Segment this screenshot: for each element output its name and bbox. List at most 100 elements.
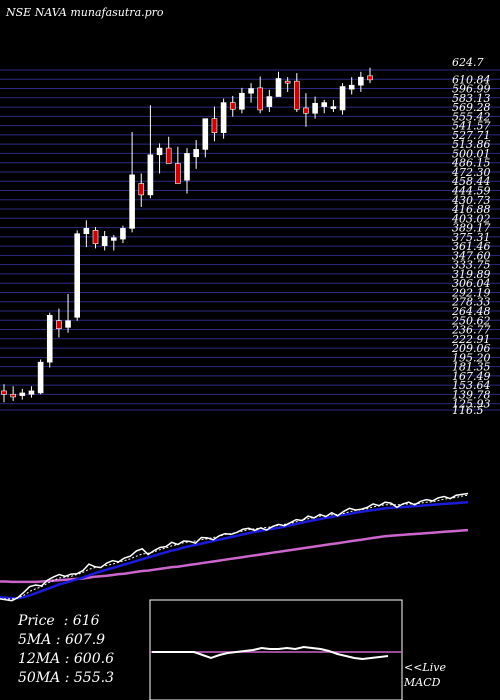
candle: [321, 99, 328, 114]
price-level-label: 319.89: [452, 268, 491, 281]
candle: [111, 235, 117, 251]
price-level-label: 583.13: [452, 92, 491, 105]
price-level-label: 500.01: [452, 147, 491, 160]
price-level-label: 375.31: [452, 231, 491, 244]
stat-5ma: 5MA : 607.9: [18, 632, 106, 648]
price-level-label: 195.20: [452, 351, 491, 364]
stats-box: Price : 616 5MA : 607.9 12MA : 600.6 50M…: [18, 612, 114, 688]
candle: [257, 76, 264, 114]
candle-body: [28, 390, 35, 395]
price-level-label: 624.7: [452, 56, 484, 69]
candle-body: [74, 233, 80, 318]
price-level-label: 250.62: [451, 314, 491, 327]
stat-price: Price : 616: [18, 613, 100, 629]
candle-body: [56, 320, 62, 330]
candle-body: [321, 102, 328, 107]
price-level-label: 153.64: [452, 379, 491, 392]
candle-body: [37, 361, 44, 394]
candle-body: [330, 106, 337, 109]
macd-panel: [149, 599, 403, 700]
price-level-label: 333.75: [452, 259, 491, 272]
candle: [65, 293, 71, 333]
candlesticks: [1, 67, 373, 403]
candle-body: [1, 390, 7, 395]
price-level-label: 596.99: [452, 83, 491, 96]
candle: [56, 308, 62, 338]
candle: [37, 359, 44, 395]
ma-mid-line: [0, 500, 469, 600]
candle-body: [339, 86, 346, 111]
candle-body: [175, 163, 181, 184]
price-level-label: 222.91: [451, 333, 491, 346]
price-level-label: 486.15: [451, 157, 491, 170]
candle: [129, 132, 135, 233]
candle: [211, 106, 218, 142]
candle: [266, 89, 273, 112]
candle-body: [220, 102, 227, 133]
price-line: [0, 492, 469, 602]
candle-body: [138, 183, 145, 196]
candle-body: [147, 154, 154, 196]
candle: [348, 77, 355, 95]
candle-body: [184, 153, 190, 181]
candle-body: [275, 78, 282, 97]
candle: [303, 93, 309, 127]
price-grid: [0, 69, 500, 411]
candle: [1, 384, 7, 403]
candle: [19, 388, 26, 400]
candle: [367, 67, 373, 84]
candle-body: [46, 315, 53, 363]
price-level-label: 527.71: [452, 129, 491, 142]
candle-body: [239, 92, 245, 110]
candle: [202, 118, 209, 158]
candle: [101, 231, 108, 251]
price-level-label: 444.59: [451, 184, 491, 197]
candle-body: [120, 228, 126, 240]
candle-body: [358, 76, 364, 86]
symbol-label: NAVA: [34, 6, 67, 19]
candle-body: [19, 392, 26, 396]
candle-body: [65, 320, 71, 328]
price-level-label: 209.06: [451, 342, 491, 355]
candle: [74, 230, 80, 321]
moving-average-panel: [0, 492, 469, 602]
price-level-label: 555.42: [452, 110, 491, 123]
candle-body: [293, 80, 300, 110]
price-level-label: 430.73: [451, 194, 491, 207]
candle-body: [312, 102, 318, 114]
price-level-label: 389.17: [452, 222, 491, 235]
price-level-labels: 624.7 610.84596.99583.13569.28555.42541.5…: [451, 56, 491, 417]
candle: [239, 87, 245, 114]
candle-body: [367, 75, 373, 81]
price-level-label: 264.48: [451, 305, 491, 318]
stat-50ma: 50MA : 555.3: [18, 670, 114, 686]
candle-body: [129, 174, 135, 229]
candle: [184, 148, 190, 194]
candle: [156, 143, 163, 174]
candle: [284, 77, 291, 92]
price-level-label: 181.35: [452, 361, 491, 374]
candle: [138, 173, 145, 207]
price-level-label: 361.46: [452, 240, 491, 253]
candle-body: [92, 230, 99, 245]
candle-body: [83, 228, 90, 235]
price-level-label: 541.57: [452, 120, 491, 133]
candle: [165, 136, 172, 164]
candle-body: [257, 87, 264, 111]
candle: [275, 71, 282, 97]
candle: [46, 312, 53, 368]
candle-body: [348, 84, 355, 90]
macd-live-label: <<Live MACD: [404, 661, 446, 689]
candle: [175, 146, 181, 184]
stat-12ma: 12MA : 600.6: [18, 651, 114, 667]
candle-body: [101, 236, 108, 247]
candle: [28, 386, 35, 398]
candle-body: [211, 118, 218, 133]
candle-body: [193, 149, 199, 158]
candle: [312, 96, 318, 119]
price-level-label: 403.02: [451, 212, 491, 225]
candle-body: [266, 96, 273, 107]
price-level-label: 416.88: [451, 203, 491, 216]
chart-header: NSE NAVA munafasutra.pro: [6, 6, 164, 19]
